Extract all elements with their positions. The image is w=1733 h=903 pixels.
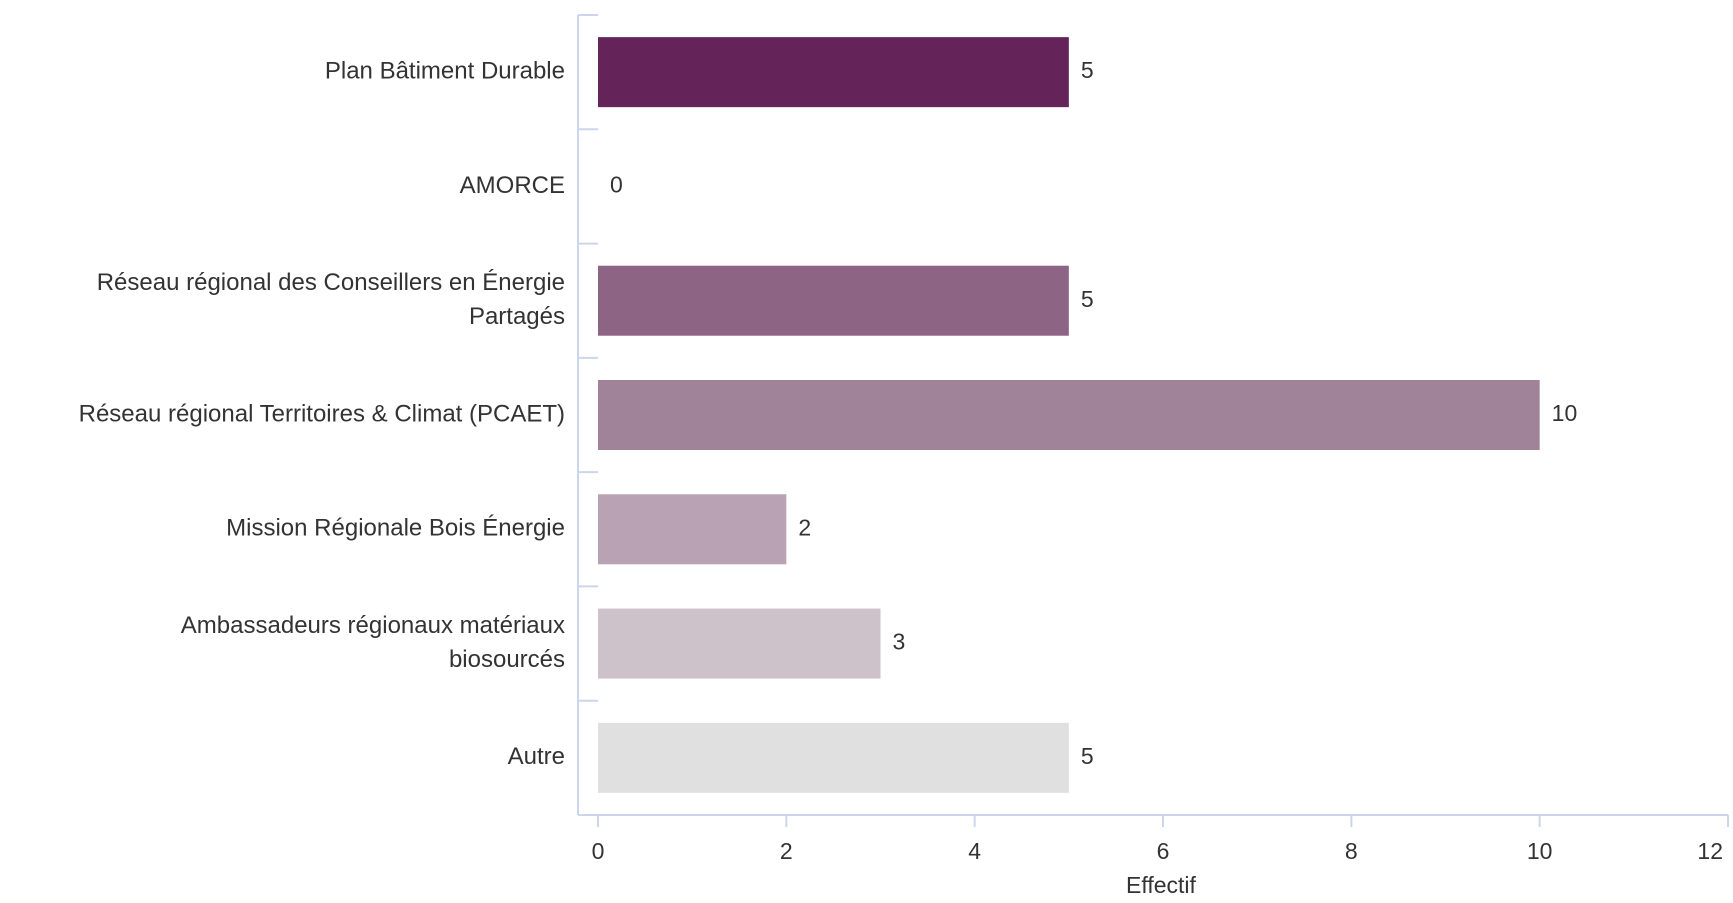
category-label: Mission Régionale Bois Énergie: [226, 515, 565, 542]
x-tick-label: 8: [1345, 838, 1358, 864]
bars-layer: [598, 37, 1540, 793]
data-label: 0: [610, 172, 623, 198]
category-label: Réseau régional Territoires & Climat (PC…: [79, 400, 565, 427]
data-label: 5: [1081, 57, 1094, 83]
category-label: biosourcés: [449, 646, 565, 673]
category-label: AMORCE: [460, 172, 565, 199]
x-tick-label: 12: [1697, 838, 1723, 864]
axes-layer: [577, 14, 1729, 827]
data-label: 5: [1081, 743, 1094, 769]
category-label: Ambassadeurs régionaux matériaux: [181, 612, 565, 639]
x-tick-label: 6: [1157, 838, 1170, 864]
data-label: 3: [893, 629, 906, 655]
bar[interactable]: [598, 37, 1069, 108]
data-label: 5: [1081, 286, 1094, 312]
bar[interactable]: [598, 380, 1540, 450]
x-tick-label: 2: [780, 838, 793, 864]
labels-layer: 5 Plan Bâtiment Durable 0 AMORCE 5 Réseau rég…: [79, 57, 1723, 864]
bar[interactable]: [598, 494, 787, 565]
x-tick-label: 10: [1527, 838, 1553, 864]
category-label: Autre: [508, 743, 565, 770]
x-axis-title: Effectif: [1126, 872, 1196, 898]
category-label: Réseau régional des Conseillers en Énerg…: [97, 269, 565, 296]
x-tick-label: 4: [968, 838, 981, 864]
bar[interactable]: [598, 265, 1069, 336]
category-label: Plan Bâtiment Durable: [325, 57, 565, 84]
data-label: 2: [798, 514, 811, 540]
data-label: 10: [1552, 400, 1578, 426]
bar[interactable]: [598, 722, 1069, 793]
x-tick-label: 0: [592, 838, 605, 864]
category-label: Partagés: [469, 303, 565, 330]
bar[interactable]: [598, 608, 881, 679]
